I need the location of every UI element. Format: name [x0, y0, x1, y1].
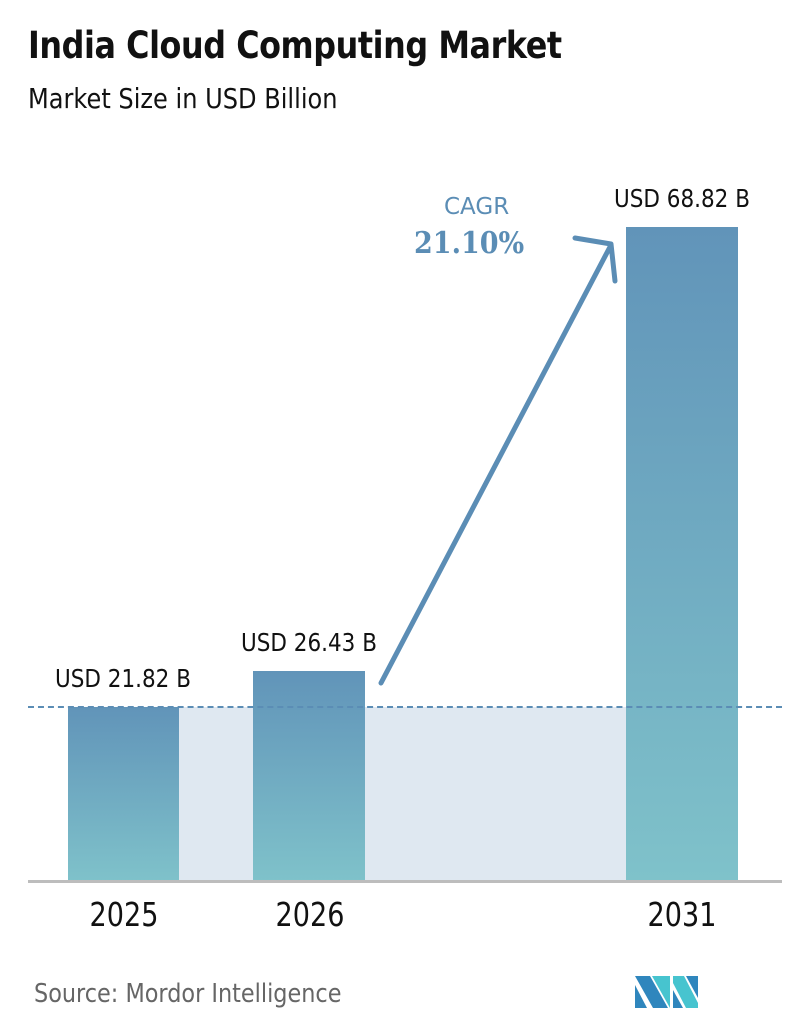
cagr-label: CAGR: [444, 194, 510, 220]
value-label-2025: USD 21.82 B: [55, 664, 191, 693]
x-tick-2031: 2031: [647, 895, 717, 934]
x-axis-baseline: [28, 880, 782, 883]
chart-subtitle: Market Size in USD Billion: [28, 82, 338, 115]
value-label-2026: USD 26.43 B: [241, 628, 377, 657]
value-label-2031: USD 68.82 B: [614, 184, 750, 213]
bar-2025: [68, 707, 179, 882]
chart-title: India Cloud Computing Market: [28, 24, 562, 67]
cagr-value: 21.10%: [414, 226, 525, 261]
bar-2031: [626, 227, 738, 882]
reference-dashed-line: [28, 706, 782, 708]
source-text: Source: Mordor Intelligence: [34, 979, 342, 1009]
x-tick-2026: 2026: [275, 895, 345, 934]
x-tick-2025: 2025: [89, 895, 159, 934]
